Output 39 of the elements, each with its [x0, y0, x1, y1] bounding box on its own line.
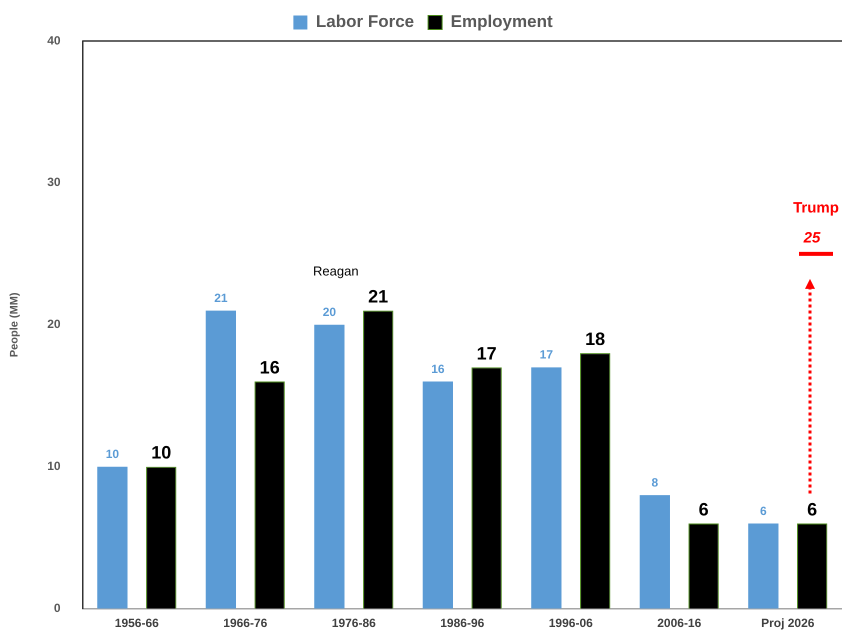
ref-line-label: 25 — [802, 229, 821, 246]
bar — [531, 367, 562, 609]
y-tick-label: 10 — [47, 459, 61, 474]
x-tick-label: 1956-66 — [114, 616, 160, 630]
data-label: 10 — [151, 442, 172, 463]
y-tick-label: 30 — [47, 175, 61, 190]
x-tick-label: Proj 2026 — [761, 616, 815, 630]
data-label: 16 — [431, 362, 445, 376]
x-tick-label: 1966-76 — [223, 616, 268, 630]
x-tick-label: 1986-96 — [440, 616, 485, 630]
bar — [422, 382, 453, 609]
bar — [206, 310, 236, 609]
data-label: 20 — [322, 305, 336, 320]
x-tick-label: 1976-86 — [332, 616, 376, 630]
data-label: 6 — [698, 499, 709, 520]
legend-label: Labor Force — [316, 12, 414, 32]
y-tick-label: 20 — [47, 317, 61, 332]
annotation: Reagan — [313, 264, 359, 279]
y-axis-title: People (MM) — [8, 292, 21, 358]
x-tick-label: 2006-16 — [657, 616, 702, 630]
bar — [314, 324, 345, 609]
bar — [748, 523, 778, 609]
legend-label: Employment — [450, 12, 553, 32]
data-label: 10 — [106, 447, 120, 462]
data-label: 21 — [368, 286, 388, 307]
data-label: 18 — [585, 329, 606, 350]
data-label: 17 — [540, 348, 554, 362]
data-label: 17 — [476, 343, 497, 364]
data-label: 21 — [214, 290, 228, 305]
data-label: 8 — [652, 475, 659, 490]
data-label: 16 — [260, 358, 280, 378]
data-label: 6 — [807, 499, 818, 520]
data-label: 6 — [760, 504, 767, 518]
y-tick-label: 40 — [47, 33, 61, 48]
y-tick-label: 0 — [54, 600, 61, 615]
x-tick-label: 1996-06 — [548, 616, 594, 630]
annotation: Trump — [793, 199, 839, 216]
bar — [640, 495, 670, 609]
bar — [97, 466, 128, 609]
